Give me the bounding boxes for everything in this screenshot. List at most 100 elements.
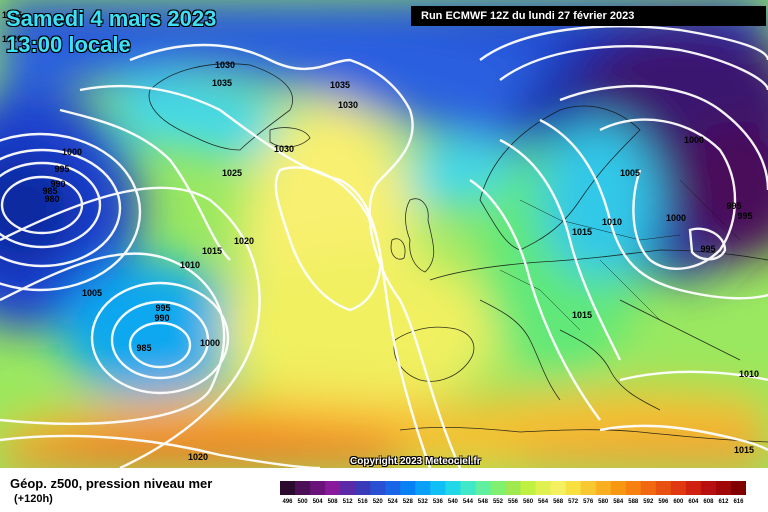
legend-swatch bbox=[340, 481, 356, 495]
pressure-label-group: 1030 1035 1035 1030 1030 1000 995 990 98… bbox=[2, 10, 759, 462]
pressure-label: 1015 bbox=[734, 445, 754, 455]
pressure-label: 995 bbox=[726, 201, 741, 211]
legend-swatch bbox=[550, 481, 567, 495]
geopotential-field bbox=[0, 0, 768, 468]
legend-level-label: 560 bbox=[523, 499, 534, 505]
legend-swatch bbox=[325, 481, 341, 495]
copyright-text: Copyright 2023 Meteociel.fr bbox=[350, 456, 481, 467]
legend-swatch bbox=[475, 481, 491, 495]
legend-level-label: 508 bbox=[328, 499, 339, 505]
legend-level-label: 556 bbox=[508, 499, 519, 505]
run-info-text: Run ECMWF 12Z du lundi 27 février 2023 bbox=[421, 10, 635, 22]
legend-level-label: 600 bbox=[673, 499, 684, 505]
legend-level-label: 552 bbox=[493, 499, 504, 505]
legend-swatch bbox=[355, 481, 371, 495]
pressure-label: 995 bbox=[700, 244, 715, 254]
legend-swatch bbox=[310, 481, 326, 495]
pressure-label: 995 bbox=[155, 303, 170, 313]
legend-swatch bbox=[640, 481, 657, 495]
pressure-label: 990 bbox=[50, 179, 65, 189]
legend-level-label: 528 bbox=[403, 499, 414, 505]
pressure-label: 1030 bbox=[338, 100, 358, 110]
pressure-label: 1010 bbox=[602, 217, 622, 227]
legend-level-label: 540 bbox=[448, 499, 459, 505]
field-title: Géop. z500, pression niveau mer bbox=[10, 476, 213, 491]
legend-level-label: 604 bbox=[688, 499, 699, 505]
pressure-label: 1020 bbox=[2, 34, 22, 44]
pressure-label: 1010 bbox=[180, 260, 200, 270]
legend-level-label: 512 bbox=[343, 499, 354, 505]
map-footer: Géop. z500, pression niveau mer (+120h) … bbox=[0, 468, 768, 512]
legend-swatch bbox=[685, 481, 702, 495]
legend-level-label: 580 bbox=[598, 499, 609, 505]
legend-level-label: 524 bbox=[388, 499, 399, 505]
pressure-label: 1025 bbox=[2, 10, 22, 20]
legend-swatch bbox=[295, 481, 311, 495]
pressure-label: 1030 bbox=[215, 60, 235, 70]
legend-level-label: 544 bbox=[463, 499, 474, 505]
legend-level-label: 592 bbox=[643, 499, 654, 505]
legend-swatch bbox=[580, 481, 597, 495]
legend-level-label: 568 bbox=[553, 499, 564, 505]
pressure-label: 1005 bbox=[620, 168, 640, 178]
run-info-banner: Run ECMWF 12Z du lundi 27 février 2023 bbox=[411, 6, 766, 26]
legend-level-label: 536 bbox=[433, 499, 444, 505]
legend-level-label: 584 bbox=[613, 499, 624, 505]
z500-map: 1030 1035 1035 1030 1030 1000 995 990 98… bbox=[0, 0, 768, 468]
legend-swatch bbox=[625, 481, 642, 495]
pressure-label: 985 bbox=[42, 186, 57, 196]
legend-level-label: 576 bbox=[583, 499, 594, 505]
legend-swatch bbox=[280, 481, 296, 495]
legend-swatch bbox=[490, 481, 506, 495]
pressure-label: 1025 bbox=[222, 168, 242, 178]
legend-level-label: 520 bbox=[373, 499, 384, 505]
pressure-label: 995 bbox=[54, 164, 69, 174]
coastlines bbox=[148, 63, 768, 443]
pressure-label: 1015 bbox=[202, 246, 222, 256]
legend-swatch bbox=[520, 481, 537, 495]
pressure-label: 1005 bbox=[82, 288, 102, 298]
legend-swatch bbox=[460, 481, 476, 495]
pressure-label: 1035 bbox=[330, 80, 350, 90]
color-scale-legend: 496 500 504 508 512 516 520 524 528 532 536 540 544 5… bbox=[280, 481, 746, 505]
legend-level-label: 596 bbox=[658, 499, 669, 505]
legend-level-label: 588 bbox=[628, 499, 639, 505]
pressure-label: 1020 bbox=[188, 452, 208, 462]
legend-level-label: 516 bbox=[358, 499, 369, 505]
forecast-time: 13:00 locale bbox=[6, 32, 131, 57]
legend-level-label: 548 bbox=[478, 499, 489, 505]
pressure-label: 1000 bbox=[62, 147, 82, 157]
legend-swatch bbox=[370, 481, 386, 495]
pressure-label: 980 bbox=[44, 194, 59, 204]
legend-swatch bbox=[610, 481, 627, 495]
legend-level-label: 564 bbox=[538, 499, 549, 505]
legend-swatch bbox=[565, 481, 582, 495]
pressure-label: 1000 bbox=[666, 213, 686, 223]
legend-swatch bbox=[700, 481, 717, 495]
pressure-label: 1020 bbox=[234, 236, 254, 246]
pressure-label: 1010 bbox=[739, 369, 759, 379]
pressure-label: 1035 bbox=[212, 78, 232, 88]
legend-level-label: 500 bbox=[298, 499, 309, 505]
legend-swatch bbox=[415, 481, 431, 495]
legend-swatch bbox=[595, 481, 612, 495]
pressure-label: 1015 bbox=[572, 310, 592, 320]
legend-swatch bbox=[385, 481, 401, 495]
legend-level-label: 504 bbox=[313, 499, 324, 505]
legend-swatch bbox=[670, 481, 687, 495]
legend-level-label: 612 bbox=[718, 499, 729, 505]
legend-swatch bbox=[715, 481, 732, 495]
pressure-label: 1000 bbox=[684, 135, 704, 145]
legend-swatch bbox=[535, 481, 552, 495]
pressure-label: 1000 bbox=[200, 338, 220, 348]
isobars bbox=[0, 25, 768, 468]
legend-level-label: 572 bbox=[568, 499, 579, 505]
legend-level-label: 608 bbox=[703, 499, 714, 505]
pressure-label: 985 bbox=[136, 343, 151, 353]
legend-swatch bbox=[400, 481, 416, 495]
legend-level-label: 496 bbox=[283, 499, 294, 505]
legend-swatch bbox=[505, 481, 522, 495]
legend-swatch bbox=[445, 481, 461, 495]
pressure-label: 1030 bbox=[274, 144, 294, 154]
